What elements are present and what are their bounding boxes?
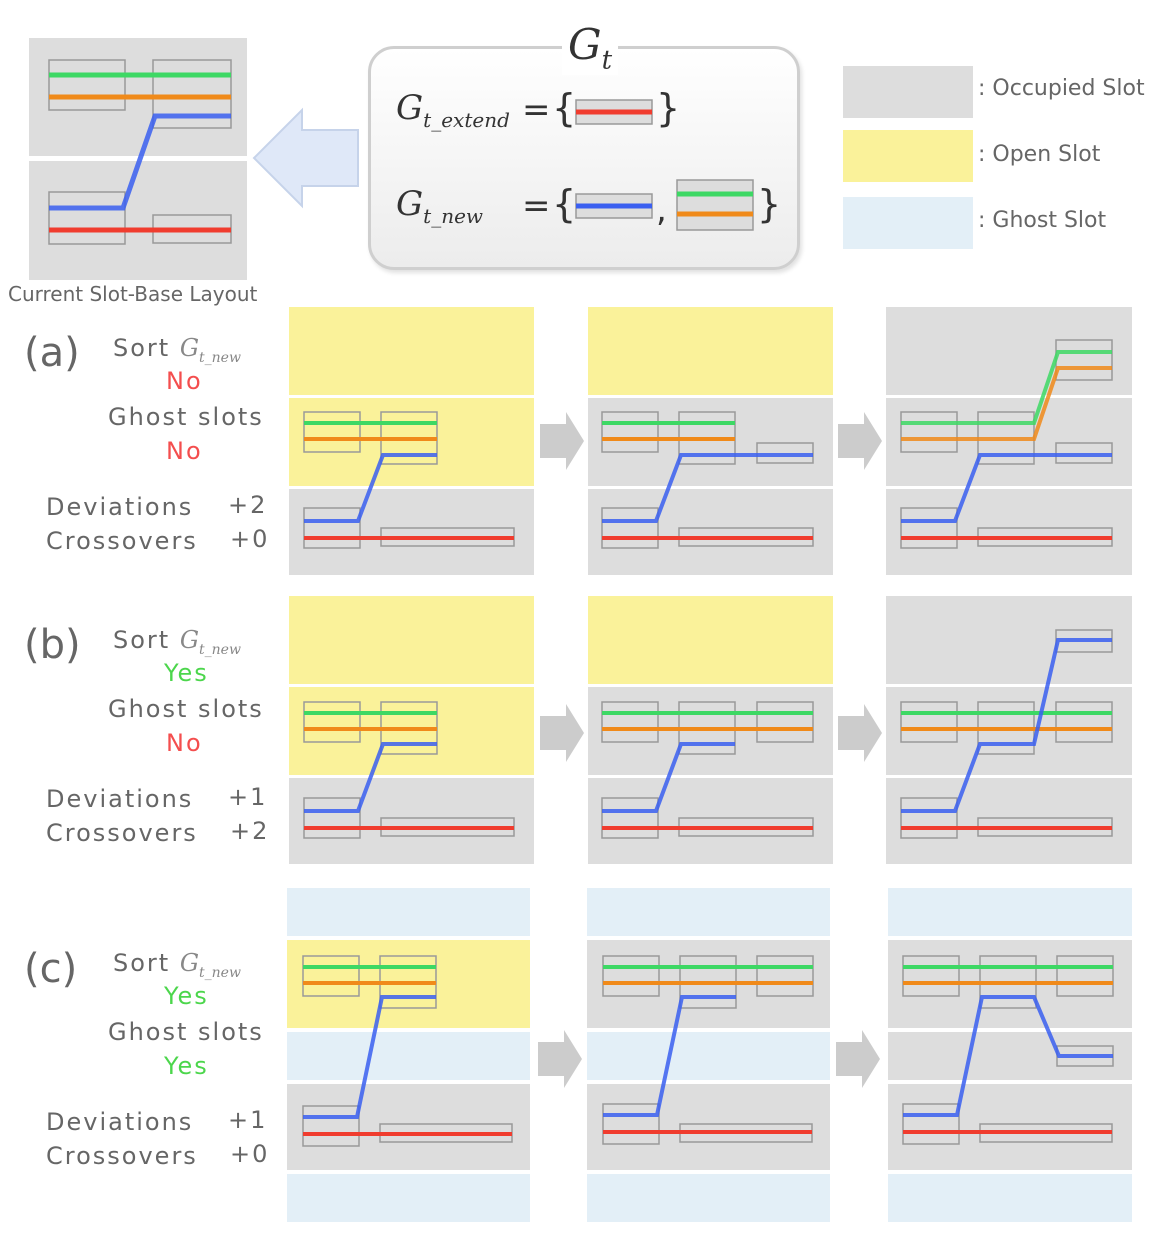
step-arrow-icon — [838, 412, 882, 470]
gt-new-comma: , — [656, 190, 667, 230]
gt-new-blue-track — [575, 193, 653, 219]
back-arrow-icon — [252, 107, 359, 209]
row-c-sort-value: Yes — [164, 982, 209, 1010]
row-b-ghost-label: Ghost slots — [108, 695, 264, 723]
step-arrow-icon — [540, 704, 584, 762]
gt-title: Gt — [562, 20, 619, 76]
track-box — [48, 59, 126, 111]
blue-track — [49, 113, 231, 211]
row-c-sort-label: Sort Gt_new — [113, 949, 241, 981]
legend-label-ghost: : Ghost Slot — [978, 208, 1107, 233]
gt-extend-symbol: Gt_extend — [396, 88, 510, 132]
legend-swatch-occupied — [843, 66, 973, 118]
row-c-panel-3 — [888, 888, 1132, 1222]
row-c-crossovers-value: +0 — [230, 1140, 270, 1168]
row-c-letter: (c) — [24, 946, 78, 992]
row-b-panel-1 — [289, 596, 534, 864]
row-b-panel-2 — [588, 596, 833, 864]
row-a-deviations-label: Deviations — [46, 493, 194, 521]
row-b-crossovers-label: Crossovers — [46, 819, 198, 847]
gt-new-symbol: Gt_new — [396, 184, 484, 228]
step-arrow-icon — [538, 1030, 582, 1088]
row-c-deviations-label: Deviations — [46, 1108, 194, 1136]
row-c-crossovers-label: Crossovers — [46, 1142, 198, 1170]
row-c-ghost-label: Ghost slots — [108, 1018, 264, 1046]
row-a-panel-3 — [886, 307, 1132, 575]
gt-new-brace-close: } — [757, 182, 782, 226]
gt-extend-brace-close: } — [656, 86, 681, 130]
row-a-sort-label: Sort Gt_new — [113, 334, 241, 366]
row-b-panel-3 — [886, 596, 1132, 864]
step-arrow-icon — [540, 412, 584, 470]
step-arrow-icon — [838, 704, 882, 762]
row-a-letter: (a) — [24, 330, 80, 376]
row-c-panel-2 — [587, 888, 830, 1222]
row-a-panel-1 — [289, 307, 534, 575]
row-a-crossovers-label: Crossovers — [46, 527, 198, 555]
row-c-panel-1 — [287, 888, 530, 1222]
row-b-letter: (b) — [24, 622, 81, 668]
row-b-deviations-value: +1 — [228, 783, 268, 811]
current-layout-lines — [48, 59, 232, 245]
row-b-deviations-label: Deviations — [46, 785, 194, 813]
current-layout-caption: Current Slot-Base Layout — [8, 282, 258, 306]
row-b-crossovers-value: +2 — [230, 817, 270, 845]
row-a-deviations-value: +2 — [228, 491, 268, 519]
row-c-deviations-value: +1 — [228, 1106, 268, 1134]
occupied-slot — [29, 161, 247, 280]
row-c-ghost-value: Yes — [164, 1052, 209, 1080]
row-a-crossovers-value: +0 — [230, 525, 270, 553]
row-a-ghost-label: Ghost slots — [108, 403, 264, 431]
step-arrow-icon — [836, 1030, 880, 1088]
current-layout-panel — [29, 38, 247, 280]
row-b-ghost-value: No — [166, 729, 203, 757]
legend-swatch-open — [843, 130, 973, 182]
row-b-sort-value: Yes — [164, 659, 209, 687]
legend-label-open: : Open Slot — [978, 142, 1101, 167]
track-box — [152, 59, 232, 129]
gt-new-green-orange-tracks — [676, 179, 754, 231]
gt-extend-equals: = — [522, 90, 551, 130]
gt-new-brace-open: { — [552, 182, 577, 226]
track-box — [48, 191, 126, 245]
gt-new-equals: = — [522, 186, 551, 226]
row-a-sort-value: No — [166, 367, 203, 395]
legend-label-occupied: : Occupied Slot — [978, 76, 1145, 101]
row-a-panel-2 — [588, 307, 833, 575]
gt-extend-red-track — [575, 99, 653, 125]
legend-swatch-ghost — [843, 197, 973, 249]
row-a-ghost-value: No — [166, 437, 203, 465]
row-b-sort-label: Sort Gt_new — [113, 626, 241, 658]
gt-extend-brace-open: { — [552, 86, 577, 130]
gt-definition-box — [368, 46, 800, 270]
